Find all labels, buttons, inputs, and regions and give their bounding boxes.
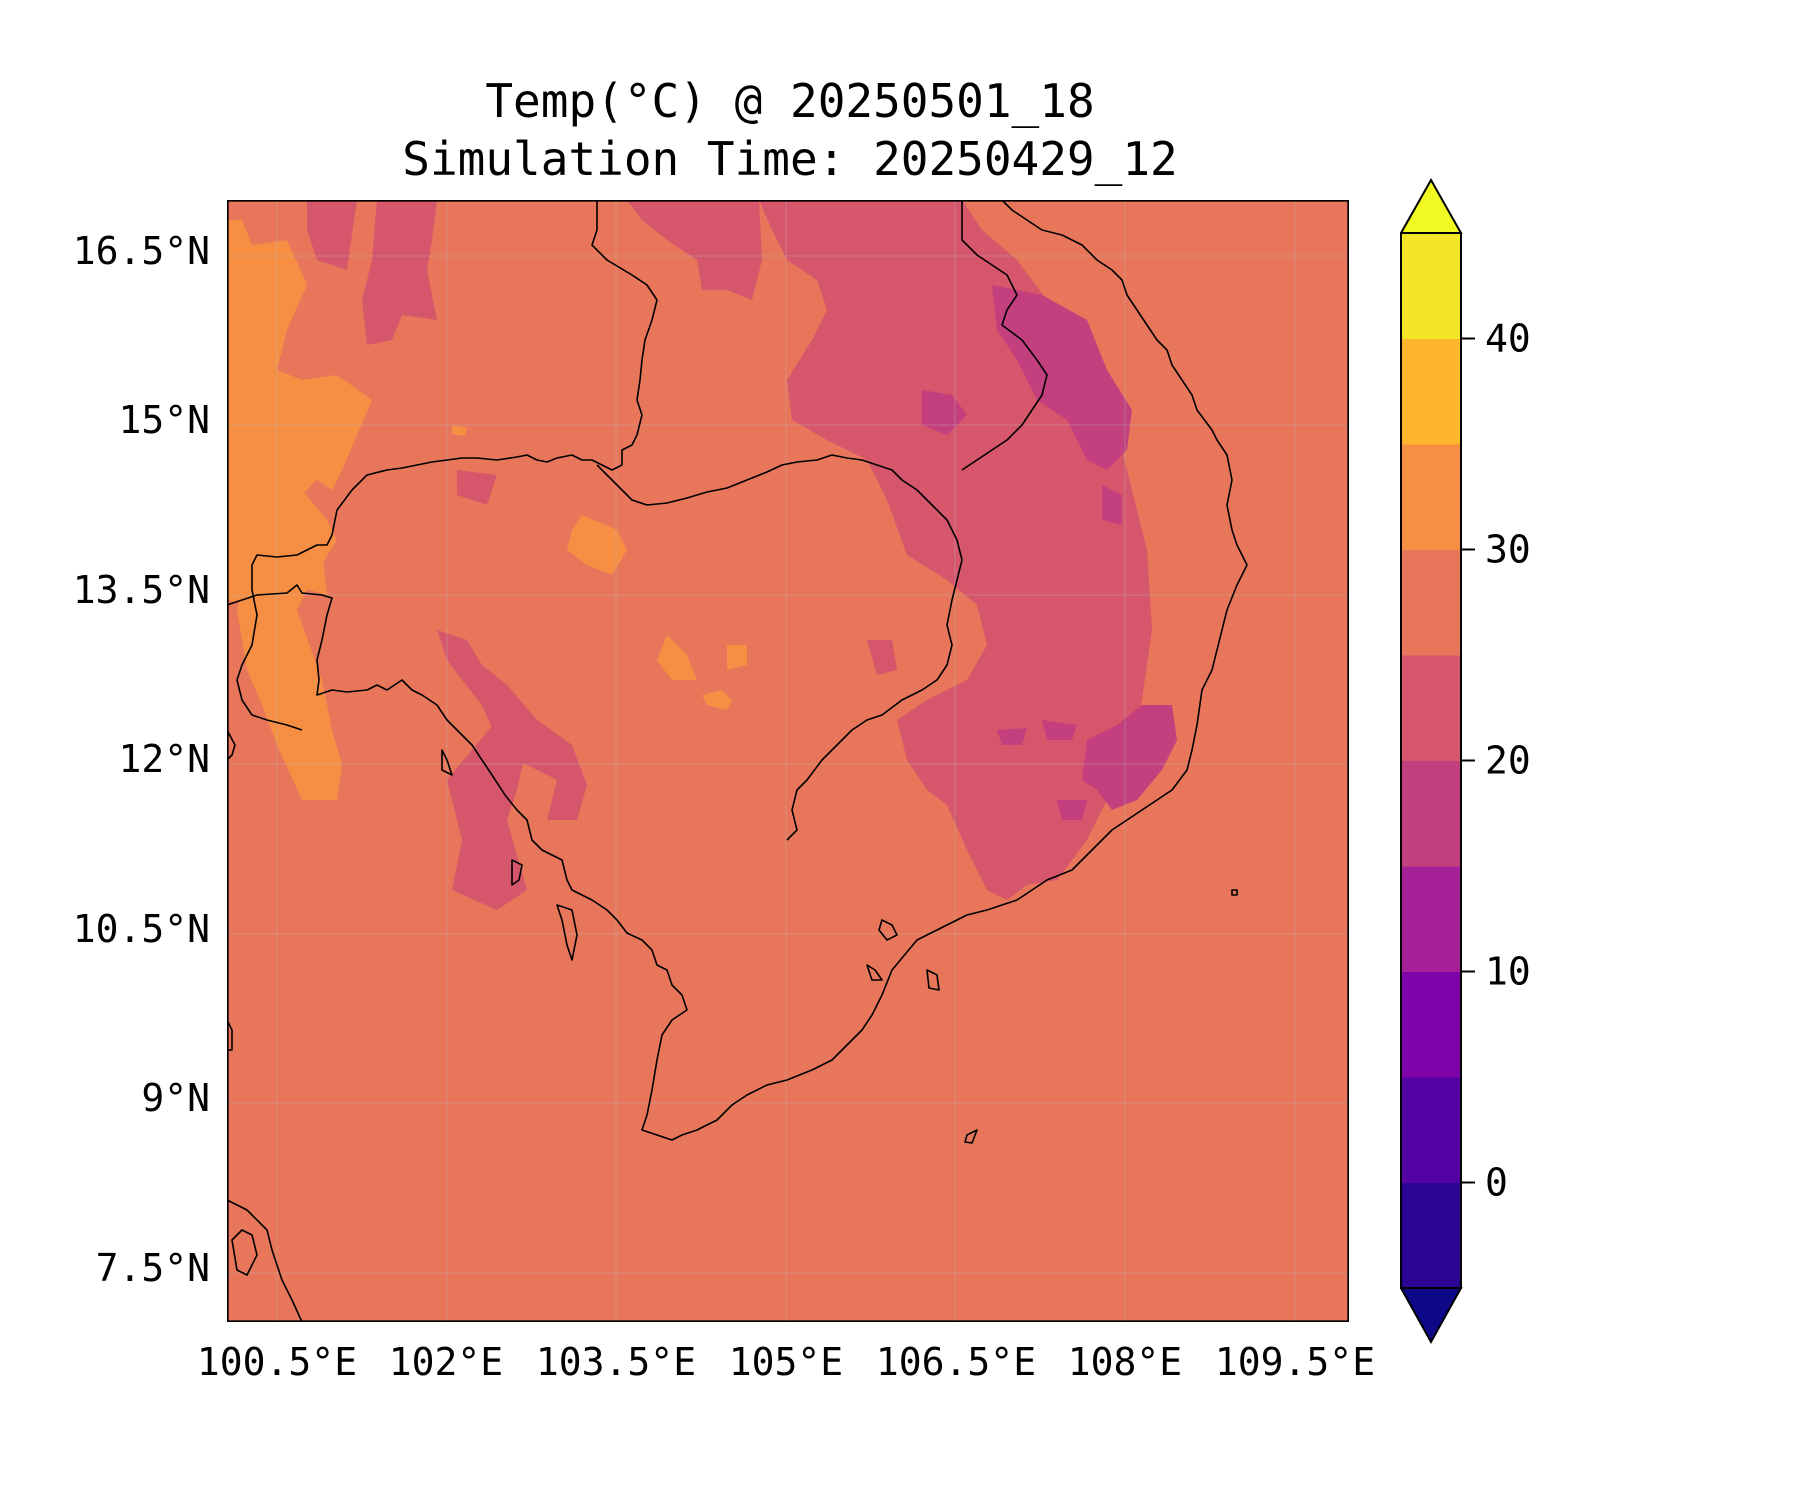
lat-tick-label: 7.5°N: [95, 1246, 210, 1290]
colorbar-band: [1401, 338, 1461, 445]
map-title: Temp(°C) @ 20250501_18: [485, 74, 1095, 128]
cool-band-15-20: [922, 285, 1177, 820]
colorbar-extend-min: [1400, 1287, 1463, 1345]
map-border: [227, 200, 1349, 1322]
colorbar-bands: [1401, 233, 1461, 1289]
colorbar-band: [1401, 971, 1461, 1078]
temperature-colorbar: 40 30 20 10 0: [1400, 177, 1531, 1345]
colorbar-tick-label: 10: [1485, 950, 1531, 994]
temperature-map: [227, 200, 1349, 1322]
colorbar-band: [1401, 549, 1461, 656]
lat-tick-label: 15°N: [118, 398, 210, 442]
lon-tick-label: 108°E: [1067, 1340, 1183, 1384]
warm-band-30-35: [227, 220, 747, 800]
colorbar-tick-label: 20: [1485, 739, 1531, 783]
colorbar-band: [1401, 866, 1461, 972]
lon-tick-label: 106.5°E: [875, 1340, 1037, 1384]
colorbar-band: [1401, 233, 1461, 339]
lat-tick-label: 10.5°N: [72, 907, 210, 951]
colorbar-band: [1401, 760, 1461, 867]
colorbar-band: [1401, 1077, 1461, 1183]
colorbar-extend-max: [1400, 177, 1463, 234]
map-subtitle: Simulation Time: 20250429_12: [402, 132, 1178, 186]
coastlines: [227, 200, 1248, 1322]
map-background: [227, 200, 1349, 1322]
lat-tick-label: 9°N: [141, 1076, 210, 1120]
colorbar-tick-label: 0: [1485, 1161, 1508, 1205]
colorbar-band: [1401, 444, 1461, 550]
lon-tick-label: 103.5°E: [535, 1340, 697, 1384]
colorbar-ticks: 40 30 20 10 0: [1461, 317, 1531, 1205]
lon-tick-label: 100.5°E: [196, 1340, 358, 1384]
colorbar-tick-label: 40: [1485, 317, 1531, 361]
lat-tick-label: 13.5°N: [72, 568, 210, 612]
lon-tick-label: 109.5°E: [1214, 1340, 1376, 1384]
lat-tick-label: 16.5°N: [72, 229, 210, 273]
colorbar-tick-label: 30: [1485, 528, 1531, 572]
lat-tick-label: 12°N: [118, 737, 210, 781]
lon-tick-label: 102°E: [388, 1340, 504, 1384]
colorbar-band: [1401, 655, 1461, 761]
colorbar-band: [1401, 1182, 1461, 1289]
lon-tick-label: 105°E: [728, 1340, 844, 1384]
